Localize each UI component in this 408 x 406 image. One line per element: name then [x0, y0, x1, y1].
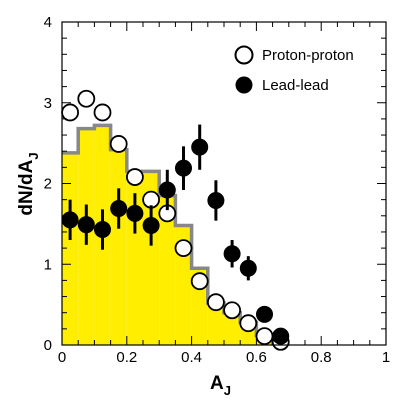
ticks-layer — [61, 21, 387, 346]
legend-marker-lead-lead — [235, 76, 253, 94]
y-tick-label: 2 — [44, 176, 52, 193]
proton-proton-point — [174, 239, 193, 258]
lead-lead-point — [126, 204, 144, 222]
legend: Proton-proton Lead-lead — [234, 45, 354, 94]
proton-proton-point — [77, 89, 96, 108]
histogram-bin — [143, 171, 160, 345]
lead-lead-point — [94, 221, 111, 239]
lead-lead-point — [272, 327, 290, 345]
proton-proton-point — [223, 301, 242, 320]
histogram-bin — [207, 303, 224, 345]
x-tick-label: 0.8 — [311, 349, 332, 366]
x-axis-title: AJ — [210, 373, 231, 398]
lead-lead-point — [191, 138, 209, 156]
histogram-bin — [62, 152, 79, 345]
proton-proton-point — [206, 293, 225, 312]
proton-proton-point — [61, 103, 79, 122]
y-tick-label: 4 — [44, 14, 52, 31]
lead-lead-point — [207, 191, 225, 209]
lead-lead-point — [77, 216, 95, 234]
y-tick-label: 0 — [44, 337, 52, 354]
y-tick-label: 3 — [44, 95, 52, 112]
histogram-layer — [62, 123, 275, 345]
legend-label-lead-lead: Lead-lead — [262, 77, 329, 94]
x-tick-label: 1 — [382, 349, 390, 366]
x-tick-label: 0 — [58, 349, 66, 366]
tick-labels-layer: 0 0.2 0.4 0.6 0.8 1 0 1 2 3 4 — [44, 14, 391, 366]
lead-lead-point — [256, 305, 273, 323]
proton-proton-point — [109, 135, 128, 153]
legend-marker-proton-proton — [234, 45, 254, 65]
histogram-bin — [159, 195, 176, 345]
x-tick-label: 0.6 — [246, 349, 267, 366]
lead-lead-point — [239, 259, 257, 277]
lead-lead-point — [110, 200, 128, 218]
proton-proton-point — [125, 168, 144, 186]
lead-lead-point — [223, 245, 241, 263]
proton-proton-point — [255, 327, 274, 346]
legend-label-proton-proton: Proton-proton — [262, 47, 354, 64]
y-tick-label: 1 — [44, 256, 52, 273]
x-tick-label: 0.2 — [116, 349, 137, 366]
lead-lead-point — [142, 216, 160, 234]
lead-lead-point — [175, 159, 192, 177]
points-layer — [61, 89, 290, 351]
x-tick-label: 0.4 — [181, 349, 202, 366]
proton-proton-point — [93, 103, 112, 122]
histogram-bin — [110, 149, 127, 345]
histogram-bin — [224, 312, 241, 345]
lead-lead-point — [158, 181, 176, 199]
lead-lead-point — [61, 211, 79, 229]
proton-proton-point — [239, 314, 258, 333]
proton-proton-point — [190, 272, 209, 291]
y-axis-title: dN/dAJ — [16, 152, 41, 215]
proton-proton-point — [142, 190, 161, 209]
